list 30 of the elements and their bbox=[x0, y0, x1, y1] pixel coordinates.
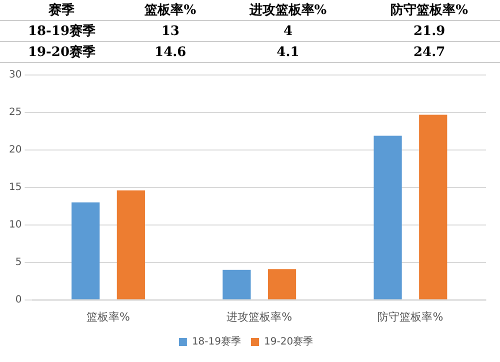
category-label: 篮板率% bbox=[144, 3, 196, 18]
text: 18-19赛季 bbox=[28, 24, 96, 39]
legend-label: 18-19赛季 bbox=[192, 336, 242, 348]
data-label: 4 bbox=[217, 20, 359, 42]
text: 赛季 bbox=[0, 0, 124, 20]
x-tick-label: 篮板率% bbox=[86, 310, 130, 324]
bar bbox=[116, 190, 145, 300]
text: 19-20赛季 bbox=[28, 45, 96, 60]
category-label: 防守篮板率% bbox=[390, 3, 468, 18]
y-tick-label: 5 bbox=[15, 256, 22, 268]
y-tick-label: 20 bbox=[8, 144, 22, 156]
y-tick-label: 30 bbox=[8, 70, 22, 81]
x-tick-label: 进攻篮板率% bbox=[226, 310, 292, 324]
legend-label: 19-20赛季 bbox=[264, 336, 314, 348]
y-tick-label: 10 bbox=[8, 219, 22, 230]
category-label: 进攻篮板率% bbox=[249, 3, 327, 18]
data-label: 14.6 bbox=[123, 42, 218, 62]
y-tick-label: 25 bbox=[8, 107, 22, 118]
bar bbox=[72, 202, 100, 300]
y-tick-label: 0 bbox=[15, 294, 22, 306]
bar bbox=[374, 136, 402, 300]
bar bbox=[268, 269, 296, 300]
data-label: 4.1 bbox=[217, 42, 359, 62]
data-label: 13 bbox=[123, 20, 218, 42]
bar bbox=[222, 270, 251, 300]
bar bbox=[419, 114, 448, 300]
y-tick-label: 15 bbox=[8, 182, 22, 193]
x-tick-label: 防守篮板率% bbox=[378, 310, 444, 324]
data-label: 21.9 bbox=[358, 20, 500, 42]
data-label: 24.7 bbox=[358, 42, 500, 62]
